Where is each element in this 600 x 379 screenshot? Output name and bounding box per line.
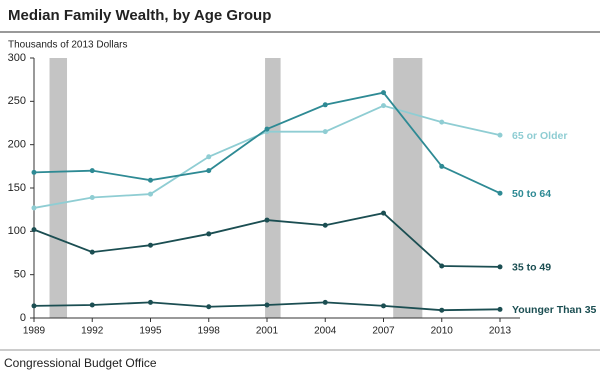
point — [497, 190, 503, 196]
series-label: 65 or Older — [512, 130, 567, 142]
point — [148, 177, 153, 183]
series-label: 35 to 49 — [512, 262, 551, 274]
point — [497, 264, 503, 270]
recession-band — [265, 58, 281, 318]
point — [439, 119, 445, 125]
point — [439, 263, 445, 269]
point — [497, 132, 503, 138]
y-tick-label: 200 — [8, 139, 26, 151]
y-tick-label: 150 — [8, 182, 26, 194]
point — [322, 102, 328, 108]
recession-band — [393, 58, 423, 318]
point — [322, 129, 328, 135]
point — [31, 303, 37, 309]
point — [439, 163, 445, 169]
x-tick-label: 1998 — [198, 326, 221, 337]
series-label: 50 to 64 — [512, 188, 551, 200]
x-tick-label: 1992 — [81, 326, 104, 337]
x-tick-label: 2007 — [372, 326, 395, 337]
y-tick-label: 250 — [8, 95, 26, 107]
point — [206, 304, 212, 310]
recession-band — [49, 58, 68, 318]
series-label: Younger Than 35 — [512, 304, 597, 316]
point — [148, 299, 153, 305]
point — [381, 303, 386, 309]
x-tick-label: 2004 — [314, 326, 337, 337]
point — [206, 168, 212, 174]
point — [497, 306, 503, 312]
y-tick-label: 300 — [8, 52, 26, 64]
point — [381, 210, 386, 216]
point — [381, 90, 386, 96]
x-tick-label: 2010 — [431, 326, 454, 337]
x-tick-label: 1989 — [23, 326, 46, 337]
point — [89, 195, 95, 201]
point — [264, 126, 270, 132]
point — [439, 307, 445, 313]
point — [89, 168, 95, 174]
point — [31, 227, 37, 233]
y-tick-label: 50 — [14, 269, 26, 281]
chart-title: Median Family Wealth, by Age Group — [8, 7, 271, 24]
point — [206, 154, 212, 160]
point — [89, 302, 95, 308]
point — [31, 169, 37, 175]
x-tick-label: 2001 — [256, 326, 279, 337]
x-tick-label: 1995 — [139, 326, 162, 337]
x-tick-label: 2013 — [489, 326, 512, 337]
point — [264, 302, 270, 308]
point — [31, 205, 37, 211]
point — [381, 103, 386, 109]
point — [148, 191, 153, 197]
y-tick-label: 100 — [8, 225, 26, 237]
point — [89, 249, 95, 255]
point — [148, 242, 153, 248]
point — [264, 217, 270, 223]
source: Congressional Budget Office — [4, 356, 157, 370]
chart-subtitle: Thousands of 2013 Dollars — [8, 40, 128, 51]
point — [322, 299, 328, 305]
point — [206, 231, 212, 237]
y-tick-label: 0 — [20, 312, 26, 324]
point — [322, 222, 328, 228]
